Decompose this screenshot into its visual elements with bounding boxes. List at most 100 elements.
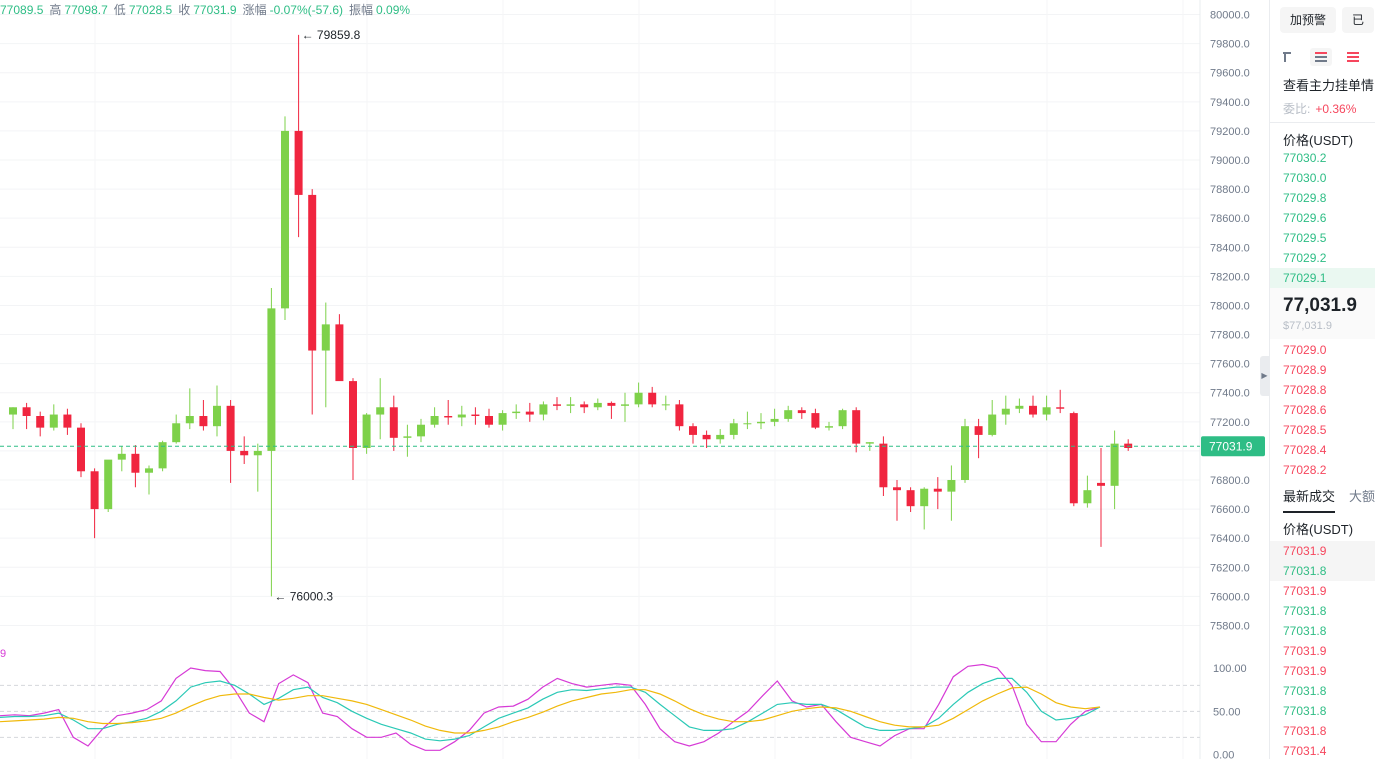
candle-body xyxy=(430,416,439,425)
candle-body xyxy=(702,434,711,440)
bid-price-row[interactable]: 77028.4 xyxy=(1283,443,1327,457)
change-key: 涨幅 xyxy=(242,3,267,17)
trade-price-row[interactable]: 77031.9 xyxy=(1283,584,1327,598)
candle-body xyxy=(308,194,317,351)
candle-body xyxy=(1083,490,1092,504)
low-annotation: ← 76000.3 xyxy=(274,589,333,603)
ask-price-row[interactable]: 77029.6 xyxy=(1283,211,1327,225)
candle-body xyxy=(389,407,398,438)
ask-price-row[interactable]: 77030.0 xyxy=(1283,171,1327,185)
candle-body xyxy=(512,411,521,414)
close-value: 77031.9 xyxy=(193,3,237,17)
candle-body xyxy=(1069,413,1078,504)
ask-price-row[interactable]: 77029.5 xyxy=(1283,231,1327,245)
current-price-tag xyxy=(1201,436,1265,457)
orderbook-price-header: 价格(USDT) xyxy=(1283,133,1354,148)
candle-body xyxy=(838,410,847,427)
y-tick-label: 76600.0 xyxy=(1210,504,1250,516)
candle-body xyxy=(1042,407,1051,415)
candle-body xyxy=(403,436,412,438)
trade-price-row[interactable]: 77031.9 xyxy=(1283,644,1327,658)
trades-price-header: 价格(USDT) xyxy=(1283,522,1354,537)
low-value: 77028.5 xyxy=(128,3,173,17)
candle-body xyxy=(77,427,85,472)
candle-body xyxy=(376,407,385,415)
amplitude-value: 0.09% xyxy=(376,3,411,17)
tab-large-trades[interactable]: 大额 xyxy=(1349,489,1375,504)
low-key: 低 xyxy=(113,3,126,17)
candle-body xyxy=(36,416,45,428)
bid-price-row[interactable]: 77028.9 xyxy=(1283,363,1327,377)
candle-body xyxy=(1110,443,1119,486)
tab-latest-trades[interactable]: 最新成交 xyxy=(1283,486,1336,513)
y-tick-label: 80000.0 xyxy=(1210,10,1250,22)
y-tick-label: 79200.0 xyxy=(1210,126,1250,138)
candle-body xyxy=(580,404,589,408)
view-asks-icon[interactable] xyxy=(1310,48,1332,66)
last-price: 77,031.9 xyxy=(1283,295,1357,316)
trade-price-row[interactable]: 77031.8 xyxy=(1283,724,1327,738)
candle-body xyxy=(566,404,575,406)
ask-price-row[interactable]: 77030.2 xyxy=(1283,151,1327,165)
bid-price-row[interactable]: 77028.6 xyxy=(1283,403,1327,417)
secondary-button[interactable]: 已 xyxy=(1342,7,1375,33)
y-tick-label: 76400.0 xyxy=(1210,533,1250,545)
candle-body xyxy=(294,130,303,195)
indicator-series-line xyxy=(0,677,1101,742)
candle-body xyxy=(104,459,113,510)
candle-body xyxy=(879,443,888,488)
bid-price-row[interactable]: 77028.5 xyxy=(1283,423,1327,437)
candle-body xyxy=(213,405,221,427)
y-tick-label: 78000.0 xyxy=(1210,300,1250,312)
candle-body xyxy=(444,416,453,418)
add-alert-button[interactable]: 加预警 xyxy=(1280,7,1337,33)
view-both-icon[interactable] xyxy=(1278,48,1300,66)
y-tick-label: 78600.0 xyxy=(1210,213,1250,225)
view-bids-icon[interactable] xyxy=(1342,48,1364,66)
trade-price-row[interactable]: 77031.4 xyxy=(1283,744,1327,758)
ask-price-row[interactable]: 77029.8 xyxy=(1283,191,1327,205)
trade-price-row[interactable]: 77031.8 xyxy=(1283,704,1327,718)
y-tick-label: 77200.0 xyxy=(1210,417,1250,429)
candle-body xyxy=(335,324,344,382)
candle-body xyxy=(267,308,276,451)
orderbook-view-switcher xyxy=(1278,48,1374,71)
candle-body xyxy=(689,426,697,435)
candle-body xyxy=(716,434,725,440)
candle-body xyxy=(553,404,561,406)
bid-price-row[interactable]: 77028.2 xyxy=(1283,463,1327,477)
ask-price-row[interactable]: 77029.1 xyxy=(1270,268,1375,288)
bid-price-row[interactable]: 77029.0 xyxy=(1283,343,1327,357)
candle-body xyxy=(457,414,466,418)
trade-price-row[interactable]: 77031.8 xyxy=(1270,561,1375,581)
candlestick-chart[interactable]: 80000.0 79800.0 79600.0 79400.0 79200.0 79000… xyxy=(0,0,1268,759)
trade-price-row[interactable]: 77031.9 xyxy=(1270,541,1375,561)
close-key: 收 xyxy=(178,3,191,17)
ohlc-info-bar: 77089.5 高 77098.7 低 77028.5 收 77031.9 涨幅 -0.07%(… xyxy=(0,1,416,18)
y-tick-label: 76800.0 xyxy=(1210,475,1250,487)
candle-body xyxy=(90,471,99,510)
trade-price-row[interactable]: 77031.9 xyxy=(1283,664,1327,678)
y-tick-label: 75800.0 xyxy=(1210,620,1250,632)
trade-price-row[interactable]: 77031.8 xyxy=(1283,684,1327,698)
y-tick-label: 79000.0 xyxy=(1210,155,1250,167)
ratio-label: 委比: xyxy=(1283,102,1311,116)
candle-body xyxy=(893,487,901,491)
bid-price-row[interactable]: 77028.8 xyxy=(1283,383,1327,397)
depth-title[interactable]: 查看主力挂单情 xyxy=(1283,78,1375,93)
candle-body xyxy=(906,490,915,507)
y-tick-label: 79600.0 xyxy=(1210,68,1250,80)
trade-price-row[interactable]: 77031.8 xyxy=(1283,624,1327,638)
candle-body xyxy=(933,488,942,492)
candle-body xyxy=(240,450,249,456)
trade-price-row[interactable]: 77031.8 xyxy=(1283,604,1327,618)
candle-body xyxy=(729,423,738,435)
high-key: 高 xyxy=(49,3,62,17)
candle-body xyxy=(253,450,262,456)
y-tick-label: 77600.0 xyxy=(1210,359,1250,371)
ask-price-row[interactable]: 77029.2 xyxy=(1283,251,1327,265)
chart-area[interactable]: 80000.0 79800.0 79600.0 79400.0 79200.0 79000… xyxy=(0,0,1269,759)
collapse-panel-handle[interactable]: ▶ xyxy=(1260,356,1269,396)
candle-body xyxy=(1097,482,1105,486)
ratio-value: +0.36% xyxy=(1315,102,1357,116)
